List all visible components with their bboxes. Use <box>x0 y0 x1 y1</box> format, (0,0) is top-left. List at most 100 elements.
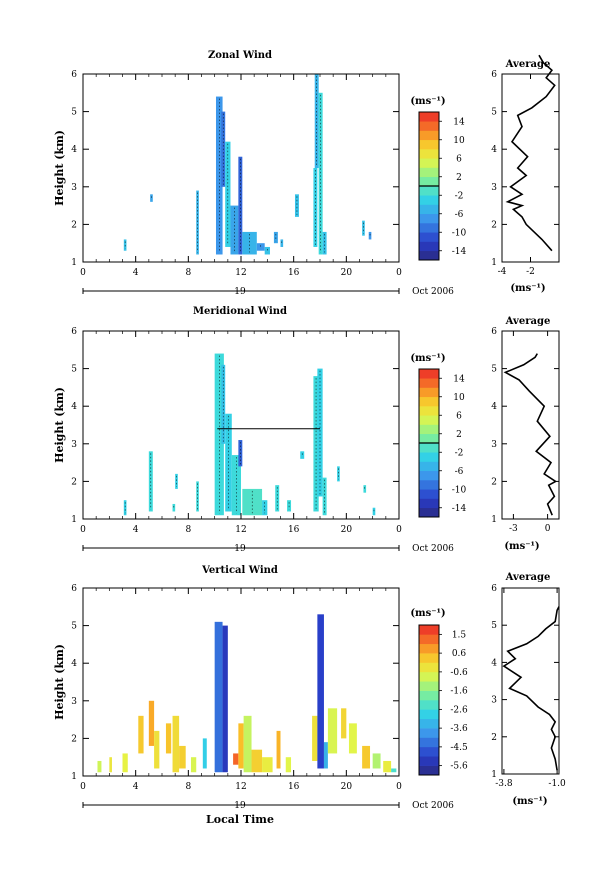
x-tick-label: 20 <box>341 525 353 535</box>
colorbar-segment <box>419 241 439 252</box>
profile-y-tick-label: 5 <box>491 365 497 375</box>
data-cell <box>323 742 328 769</box>
colorbar-segment <box>419 765 439 776</box>
data-cell <box>322 477 327 516</box>
month-label-meridional: Oct 2006 <box>412 544 454 554</box>
x-tick-label: 4 <box>133 525 139 535</box>
ylabel-vertical: Height (km) <box>53 644 66 720</box>
profile-y-tick-label: 6 <box>491 70 497 80</box>
colorbar-segment <box>419 461 439 472</box>
colorbar-segment <box>419 433 439 444</box>
colorbar-segment <box>419 634 439 645</box>
profile-title-zonal: Average <box>505 59 551 70</box>
colorbar-segment <box>419 250 439 261</box>
colorbar-tick-label: 14 <box>453 374 465 384</box>
colorbar-segment <box>419 728 439 738</box>
data-cell <box>222 625 228 773</box>
colorbar-tick-label: -0.6 <box>450 668 468 678</box>
data-cell <box>214 353 224 516</box>
colorbar-tick-label: 10 <box>453 393 465 403</box>
data-cell <box>362 220 365 236</box>
profile-x-tick-label: -2 <box>526 267 535 277</box>
colorbar-segment <box>419 176 439 187</box>
colorbar-segment <box>419 378 439 388</box>
colorbar-segment <box>419 415 439 425</box>
data-cell <box>138 715 144 754</box>
data-cell <box>175 473 178 489</box>
x-tick-label: 0 <box>80 525 86 535</box>
x-tick-label: 8 <box>185 268 191 278</box>
colorbar-segment <box>419 149 439 159</box>
colorbar-tick-label: 6 <box>456 411 462 421</box>
colorbar-tick-label: -5.6 <box>450 762 468 772</box>
data-cell <box>225 141 231 247</box>
colorbar-segment <box>419 507 439 518</box>
colorbar-tick-label: 2 <box>456 173 462 183</box>
colorbar-segment <box>419 186 439 196</box>
y-tick-label: 1 <box>71 515 77 525</box>
data-cell <box>215 96 223 255</box>
profile-y-tick-label: 4 <box>491 145 497 155</box>
data-cell <box>285 757 292 773</box>
colorbar-segment <box>419 671 439 682</box>
data-cell <box>150 194 153 202</box>
month-label-zonal: Oct 2006 <box>412 287 454 297</box>
colorbar-segment <box>419 470 439 481</box>
data-cell <box>280 239 284 247</box>
y-tick-label: 1 <box>71 258 77 268</box>
x-tick-label: 16 <box>288 268 300 278</box>
colorbar-tick-label: -2 <box>455 448 464 458</box>
colorbar-tick-label: 1.5 <box>452 630 467 640</box>
data-cell <box>313 376 319 512</box>
data-cell <box>317 614 324 769</box>
data-cell <box>242 231 257 255</box>
profile-y-tick-label: 4 <box>491 402 497 412</box>
profile-y-tick-label: 1 <box>491 770 497 780</box>
colorbar-segment <box>419 424 439 435</box>
colorbar-segment <box>419 195 439 205</box>
y-tick-label: 4 <box>71 402 77 412</box>
y-tick-label: 6 <box>71 327 77 337</box>
month-label-vertical: Oct 2006 <box>412 801 454 811</box>
data-cell <box>122 753 128 773</box>
data-cell <box>368 231 372 240</box>
colorbar-segment <box>419 443 439 453</box>
data-cell <box>363 485 367 493</box>
data-cell <box>109 757 112 773</box>
profile-y-tick-label: 2 <box>491 733 497 743</box>
x-tick-label: 0 <box>396 268 402 278</box>
colorbar-segment <box>419 232 439 242</box>
profile-y-tick-label: 4 <box>491 658 497 668</box>
colorbar-segment <box>419 213 439 224</box>
data-cell <box>314 74 319 168</box>
profile-line <box>502 606 560 771</box>
colorbar-segment <box>419 396 439 407</box>
data-cell <box>202 738 207 769</box>
data-cell <box>97 760 102 773</box>
y-tick-label: 2 <box>71 477 77 487</box>
y-tick-label: 4 <box>71 145 77 155</box>
data-cell <box>383 760 392 773</box>
colorbar-segment <box>419 112 439 122</box>
colorbar-segment <box>419 204 439 215</box>
colorbar-unit-vertical: (ms⁻¹) <box>410 608 445 619</box>
colorbar-segment <box>419 121 439 131</box>
data-cell <box>148 700 155 746</box>
x-tick-label: 12 <box>235 268 246 278</box>
colorbar-segment <box>419 498 439 509</box>
y-tick-label: 3 <box>71 440 77 450</box>
profile-line <box>505 54 556 252</box>
y-tick-label: 5 <box>71 365 77 375</box>
data-cell <box>262 757 273 773</box>
data-cell <box>322 231 327 255</box>
date-label-meridional: 19 <box>234 544 246 554</box>
colorbar-segment <box>419 406 439 416</box>
y-tick-label: 5 <box>71 622 77 632</box>
y-tick-label: 2 <box>71 734 77 744</box>
data-cell <box>172 715 180 773</box>
colorbar-frame <box>418 624 440 776</box>
colorbar-segment <box>419 653 439 663</box>
x-tick-label: 0 <box>396 782 402 792</box>
colorbar-segment <box>419 709 439 720</box>
x-tick-label: 16 <box>288 525 300 535</box>
